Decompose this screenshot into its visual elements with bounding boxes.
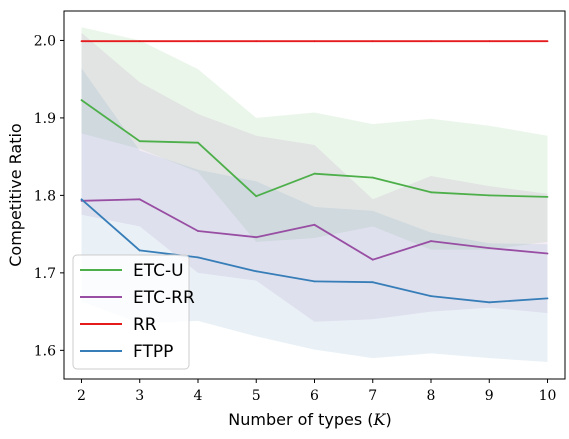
line-segment-etc-rr <box>138 198 199 232</box>
line-segment-etc-rr <box>197 230 258 239</box>
line-segment-etc-u <box>313 172 374 179</box>
y-tick-label: 1.6 <box>34 343 56 359</box>
line-segment-etc-u <box>488 194 549 198</box>
y-tick-label: 2.0 <box>34 33 56 49</box>
legend-label-ftpp: FTPP <box>133 342 173 362</box>
x-tick-label: 8 <box>427 388 436 404</box>
band-ftpp <box>81 68 548 363</box>
line-segment-etc-rr <box>313 223 374 261</box>
line-segment-etc-u <box>430 191 491 197</box>
legend-label-rr: RR <box>133 315 157 335</box>
y-axis-title: Competitive Ratio <box>6 123 25 266</box>
x-axis-title-text: Number of types ( <box>228 410 373 429</box>
line-segment-ftpp <box>430 295 491 304</box>
x-tick-label: 3 <box>135 388 144 404</box>
x-axis-title-close: ) <box>385 410 391 429</box>
y-tick-label: 1.7 <box>34 266 56 282</box>
confidence-bands <box>81 27 548 363</box>
legend-label-etc-u: ETC-U <box>133 261 184 281</box>
line-segment-etc-rr <box>255 223 316 239</box>
line-segment-etc-u <box>197 141 258 198</box>
series-etc-u <box>80 99 549 198</box>
y-tick-label: 1.8 <box>34 188 56 204</box>
x-tick-label: 6 <box>310 388 319 404</box>
line-segment-etc-u <box>255 172 316 198</box>
line-segment-etc-u <box>138 140 199 144</box>
series-etc-rr <box>80 198 549 261</box>
band-etc-u <box>81 27 548 250</box>
line-segment-ftpp <box>80 198 141 252</box>
x-tick-label: 10 <box>539 388 557 404</box>
legend-label-etc-rr: ETC-RR <box>133 288 195 308</box>
legend: ETC-U ETC-RR RR FTPP <box>72 254 195 370</box>
band-etc-rr <box>81 32 548 322</box>
line-segment-etc-u <box>371 176 432 194</box>
line-segment-etc-rr <box>371 240 432 261</box>
x-tick-label: 2 <box>77 388 86 404</box>
x-tick-label: 4 <box>194 388 203 404</box>
x-axis-title-variable: K <box>373 410 387 429</box>
x-tick-label: 9 <box>485 388 494 404</box>
series-lines <box>80 40 549 304</box>
x-axis-title: Number of types (K) <box>228 410 391 429</box>
x-tick-label: 5 <box>252 388 261 404</box>
line-segment-ftpp <box>488 297 549 304</box>
line-segment-etc-u <box>80 99 141 143</box>
line-segment-etc-rr <box>80 198 141 202</box>
x-axis-ticks: 2 3 4 5 6 7 8 9 10 <box>77 379 556 404</box>
line-segment-ftpp <box>255 270 316 283</box>
line-segment-ftpp <box>197 256 258 273</box>
x-tick-label: 7 <box>368 388 377 404</box>
line-segment-etc-rr <box>488 247 549 255</box>
line-segment-ftpp <box>313 280 374 284</box>
line-segment-ftpp <box>371 281 432 298</box>
y-axis-ticks: 1.6 1.7 1.8 1.9 2.0 <box>34 33 64 359</box>
legend-box <box>72 254 190 370</box>
y-tick-label: 1.9 <box>34 111 56 127</box>
line-segment-etc-rr <box>430 240 491 250</box>
